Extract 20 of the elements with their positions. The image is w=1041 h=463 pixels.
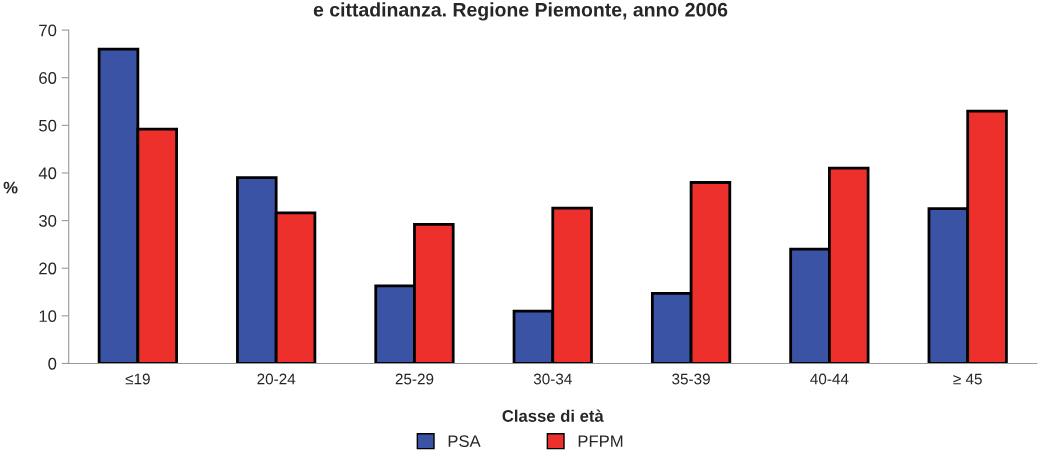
y-tick-label: 50: [39, 119, 57, 132]
x-tick-label: ≤19: [125, 373, 150, 385]
x-tick-label: 30-34: [533, 373, 572, 385]
y-tick-label: 10: [39, 310, 57, 323]
chart-title: e cittadinanza. Regione Piemonte, anno 2006: [313, 2, 728, 21]
legend-label: PFPM: [578, 435, 623, 447]
y-tick-label: 60: [39, 72, 57, 84]
y-axis-title: %: [3, 181, 18, 194]
x-axis-title: Classe di età: [502, 409, 604, 422]
x-tick-label: ≥ 45: [953, 373, 982, 385]
y-tick-label: 0: [48, 357, 57, 370]
x-tick-label: 25-29: [395, 373, 434, 385]
x-tick-label: 35-39: [672, 373, 710, 385]
y-tick-label: 40: [38, 167, 57, 180]
x-tick-label: 20-24: [257, 373, 296, 385]
legend-label: PSA: [448, 435, 481, 448]
y-tick-label: 70: [39, 24, 57, 37]
y-tick-label: 20: [39, 262, 57, 275]
x-tick-label: 40-44: [810, 373, 849, 385]
y-tick-label: 30: [39, 214, 57, 227]
